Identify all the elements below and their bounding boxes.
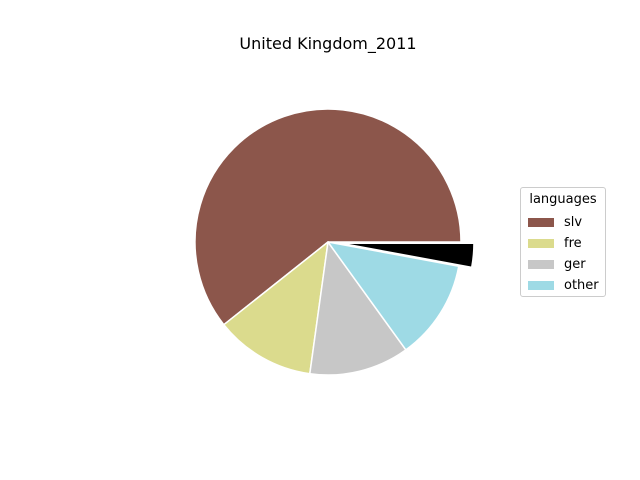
legend-entry-fre: fre bbox=[528, 233, 582, 253]
legend-entry-slv: slv bbox=[528, 212, 582, 232]
legend-label-slv: slv bbox=[564, 214, 583, 230]
legend-label-fre: fre bbox=[564, 235, 582, 251]
pie-slice-ger bbox=[309, 241, 407, 376]
pie-slice-slv bbox=[194, 108, 462, 326]
chart-title: United Kingdom_2011 bbox=[239, 34, 417, 53]
legend-entry-other: other bbox=[528, 275, 599, 295]
legend-swatch-ger bbox=[528, 259, 554, 269]
legend: languages slv fre ger other bbox=[520, 187, 606, 297]
legend-swatch-slv bbox=[528, 217, 554, 227]
legend-label-other: other bbox=[564, 277, 599, 293]
pie-slice-other bbox=[327, 241, 460, 351]
legend-swatch-fre bbox=[528, 238, 554, 248]
legend-label-ger: ger bbox=[564, 256, 586, 272]
pie-slices bbox=[194, 108, 475, 376]
pie-slice-exploded bbox=[340, 242, 475, 269]
legend-entry-ger: ger bbox=[528, 254, 586, 274]
legend-title: languages bbox=[529, 192, 597, 207]
pie-slice-fre bbox=[223, 241, 329, 375]
legend-swatch-other bbox=[528, 280, 554, 290]
